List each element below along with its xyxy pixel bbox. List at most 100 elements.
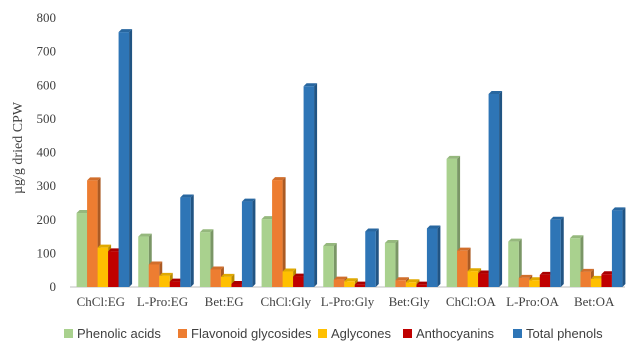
bar-side [622, 207, 626, 287]
bar-side [190, 194, 194, 287]
bar-top [210, 266, 224, 270]
legend-item: Phenolic acids [64, 326, 161, 341]
bar-top [529, 277, 543, 281]
y-tick-label: 500 [37, 111, 57, 126]
bar-top [601, 271, 615, 275]
bar-front [539, 274, 551, 287]
bar-side [437, 225, 441, 287]
bar-top [478, 270, 492, 274]
bar-front [384, 242, 396, 287]
bar-top [87, 177, 101, 181]
bar-front [611, 210, 623, 287]
bar-front [457, 250, 468, 287]
bar [550, 216, 564, 287]
x-tick-label: Bet:EG [205, 294, 244, 309]
legend-swatch [403, 329, 412, 338]
bar-front [303, 86, 315, 287]
bar-top [118, 29, 133, 33]
bar-side [518, 238, 522, 287]
bar [488, 90, 503, 288]
x-tick-label: ChCl:OA [446, 294, 496, 309]
bar-top [97, 244, 112, 248]
bar [118, 29, 133, 288]
bar [365, 228, 379, 287]
bar-front [508, 241, 519, 287]
y-axis-title: µg/g dried CPW [11, 101, 26, 194]
bar-top [405, 279, 420, 283]
bar-top [580, 268, 594, 272]
bar-front [199, 232, 211, 287]
bar-front [344, 281, 355, 287]
bar-front [590, 278, 602, 287]
x-tick-label: Bet:OA [574, 294, 615, 309]
bar-top [282, 268, 297, 272]
bar-front [97, 247, 109, 287]
bar-front [87, 180, 98, 287]
legend-label: Aglycones [331, 326, 391, 341]
bar [180, 194, 194, 287]
bar-front [446, 158, 458, 287]
legend-item: Flavonoid glycosides [178, 326, 312, 341]
bar [303, 83, 318, 287]
y-axis: 0 100 200 300 400 500 600 700 800 [37, 10, 57, 294]
y-tick-label: 100 [37, 245, 57, 260]
bar-front [159, 275, 170, 287]
bar-front [550, 219, 561, 287]
x-tick-label: Bet:Gly [389, 294, 431, 309]
bar-front [241, 201, 253, 287]
bar-front [518, 277, 530, 287]
bar-top [159, 272, 173, 276]
legend-item: Aglycones [318, 326, 391, 341]
bar-top [241, 198, 256, 202]
x-tick-label: L-Pro:EG [137, 294, 188, 309]
legend-label: Total phenols [526, 326, 603, 341]
bar-side [129, 29, 133, 288]
legend-swatch [513, 329, 522, 338]
bar-top [457, 247, 471, 251]
bar-top [416, 281, 430, 285]
bar-top [590, 275, 605, 279]
bar-front [261, 219, 273, 287]
bar-front [426, 228, 438, 287]
bar-top [344, 278, 358, 282]
bar-top [333, 276, 348, 280]
bar-front [108, 251, 119, 287]
x-tick-label: ChCl:EG [77, 294, 125, 309]
bar-front [169, 281, 181, 287]
bar [323, 242, 337, 287]
bar-front [323, 245, 334, 287]
bar-top [180, 194, 194, 198]
bar-front [210, 269, 221, 287]
bar-front [148, 264, 160, 287]
bar-top [220, 273, 235, 277]
bar-front [272, 180, 283, 287]
bar-top [508, 238, 522, 242]
bar-front [180, 197, 191, 287]
bar-top [231, 280, 245, 284]
bar-front [488, 93, 500, 288]
legend-label: Phenolic acids [77, 326, 161, 341]
bar-top [569, 235, 584, 239]
bar-front [395, 280, 406, 287]
legend-swatch [64, 329, 73, 338]
y-tick-label: 0 [50, 279, 57, 294]
bar-top [272, 177, 286, 181]
bar-top [384, 239, 399, 243]
bar-front [405, 282, 417, 287]
bar-top [108, 248, 122, 252]
bar-side [560, 216, 564, 287]
bar-side [395, 239, 399, 287]
x-tick-label: ChCl:Gly [261, 294, 312, 309]
bar [241, 198, 256, 287]
bar-side [499, 90, 503, 288]
bar-front [529, 280, 540, 287]
legend-item: Anthocyanins [403, 326, 495, 341]
y-tick-label: 600 [37, 77, 57, 92]
bar-front [138, 236, 149, 287]
bars [76, 29, 626, 288]
y-tick-label: 300 [37, 178, 57, 193]
bar-front [569, 238, 581, 287]
bar-top [467, 268, 482, 272]
bar-front [220, 276, 232, 287]
